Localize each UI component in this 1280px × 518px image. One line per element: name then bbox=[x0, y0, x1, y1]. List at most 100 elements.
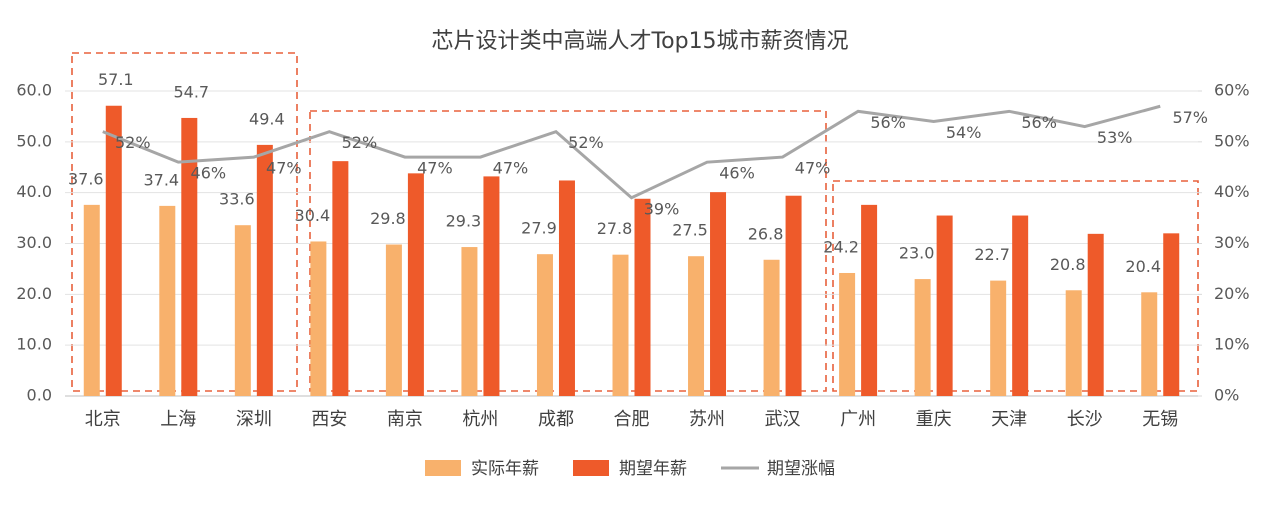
x-tick-label: 北京 bbox=[85, 409, 121, 430]
bar bbox=[1012, 215, 1029, 396]
data-label: 22.7 bbox=[974, 245, 1010, 264]
x-tick-label: 长沙 bbox=[1067, 409, 1103, 430]
legend-swatch bbox=[573, 460, 609, 476]
bar bbox=[914, 279, 931, 396]
bar bbox=[105, 105, 122, 396]
y2-tick-label: 60% bbox=[1214, 81, 1250, 100]
x-tick-label: 无锡 bbox=[1142, 409, 1178, 430]
bar bbox=[536, 254, 553, 396]
data-label: 24.2 bbox=[823, 237, 859, 256]
bar bbox=[385, 244, 402, 396]
x-tick-label: 西安 bbox=[311, 409, 347, 430]
bar bbox=[1065, 290, 1082, 396]
y2-tick-label: 0% bbox=[1214, 386, 1239, 405]
y-tick-label: 40.0 bbox=[16, 182, 52, 201]
x-tick-label: 广州 bbox=[840, 409, 876, 430]
bar bbox=[256, 144, 273, 396]
bar bbox=[332, 161, 349, 396]
data-label: 33.6 bbox=[219, 190, 255, 209]
bar bbox=[861, 204, 878, 396]
x-tick-label: 重庆 bbox=[916, 409, 952, 430]
data-label: 47% bbox=[493, 159, 529, 178]
y2-tick-label: 50% bbox=[1214, 131, 1250, 150]
x-tick-label: 合肥 bbox=[614, 409, 650, 430]
bar bbox=[990, 280, 1007, 396]
y2-tick-label: 20% bbox=[1214, 284, 1250, 303]
bar bbox=[688, 256, 705, 396]
chart-title: 芯片设计类中高端人才Top15城市薪资情况 bbox=[431, 29, 848, 54]
bar bbox=[159, 205, 176, 396]
data-label: 54.7 bbox=[173, 82, 209, 101]
bar bbox=[785, 195, 802, 396]
bar bbox=[461, 247, 478, 396]
data-label: 56% bbox=[870, 113, 906, 132]
y-tick-label: 0.0 bbox=[27, 386, 52, 405]
x-tick-label: 成都 bbox=[538, 409, 574, 430]
y-tick-label: 60.0 bbox=[16, 81, 52, 100]
x-tick-label: 南京 bbox=[387, 409, 423, 430]
data-label: 47% bbox=[795, 159, 831, 178]
data-label: 29.3 bbox=[446, 212, 482, 231]
bar bbox=[612, 254, 629, 396]
line bbox=[102, 104, 1161, 200]
data-label: 54% bbox=[946, 123, 982, 142]
bar bbox=[1163, 233, 1180, 396]
data-label: 56% bbox=[1021, 113, 1057, 132]
x-tick-label: 深圳 bbox=[236, 409, 272, 430]
data-label: 39% bbox=[644, 199, 680, 218]
bar bbox=[763, 259, 780, 396]
highlight-box bbox=[309, 110, 827, 392]
x-tick-label: 杭州 bbox=[462, 409, 498, 430]
bar bbox=[558, 180, 575, 396]
data-label: 53% bbox=[1097, 128, 1133, 147]
data-label: 57.1 bbox=[98, 70, 134, 89]
y2-tick-label: 30% bbox=[1214, 233, 1250, 252]
bar bbox=[710, 192, 727, 396]
y2-tick-label: 40% bbox=[1214, 182, 1250, 201]
data-label: 27.9 bbox=[521, 219, 557, 238]
bar bbox=[181, 117, 198, 397]
bar bbox=[310, 241, 327, 396]
bar bbox=[407, 173, 424, 396]
legend-swatch bbox=[425, 460, 461, 476]
data-label: 47% bbox=[417, 159, 453, 178]
bar bbox=[1141, 292, 1158, 396]
y-tick-label: 10.0 bbox=[16, 335, 52, 354]
data-label: 52% bbox=[115, 133, 151, 152]
y-tick-label: 50.0 bbox=[16, 131, 52, 150]
x-tick-label: 武汉 bbox=[765, 409, 801, 430]
bar bbox=[1087, 233, 1104, 396]
bar bbox=[839, 272, 856, 396]
x-tick-label: 上海 bbox=[160, 409, 196, 430]
data-label: 52% bbox=[568, 133, 604, 152]
x-tick-label: 天津 bbox=[991, 409, 1027, 430]
y2-tick-label: 10% bbox=[1214, 335, 1250, 354]
bar bbox=[234, 225, 251, 396]
data-label: 47% bbox=[266, 159, 302, 178]
bar bbox=[483, 176, 500, 396]
data-label: 37.6 bbox=[68, 169, 104, 188]
legend-label: 期望涨幅 bbox=[767, 459, 835, 479]
bar bbox=[83, 204, 100, 396]
data-label: 27.8 bbox=[597, 219, 633, 238]
data-label: 23.0 bbox=[899, 244, 935, 263]
data-label: 52% bbox=[342, 133, 378, 152]
data-label: 46% bbox=[719, 164, 755, 183]
bar bbox=[634, 198, 651, 396]
y-tick-label: 20.0 bbox=[16, 284, 52, 303]
data-label: 57% bbox=[1172, 108, 1208, 127]
data-label: 20.8 bbox=[1050, 255, 1086, 274]
data-label: 26.8 bbox=[748, 224, 784, 243]
data-label: 29.8 bbox=[370, 209, 406, 228]
legend-label: 期望年薪 bbox=[619, 459, 687, 479]
data-label: 20.4 bbox=[1125, 257, 1161, 276]
data-label: 46% bbox=[191, 164, 227, 183]
y-tick-label: 30.0 bbox=[16, 233, 52, 252]
data-label: 37.4 bbox=[143, 170, 179, 189]
data-label: 30.4 bbox=[295, 206, 331, 225]
data-label: 49.4 bbox=[249, 109, 285, 128]
x-tick-label: 苏州 bbox=[689, 409, 725, 430]
data-label: 27.5 bbox=[672, 221, 708, 240]
legend-label: 实际年薪 bbox=[471, 459, 539, 479]
